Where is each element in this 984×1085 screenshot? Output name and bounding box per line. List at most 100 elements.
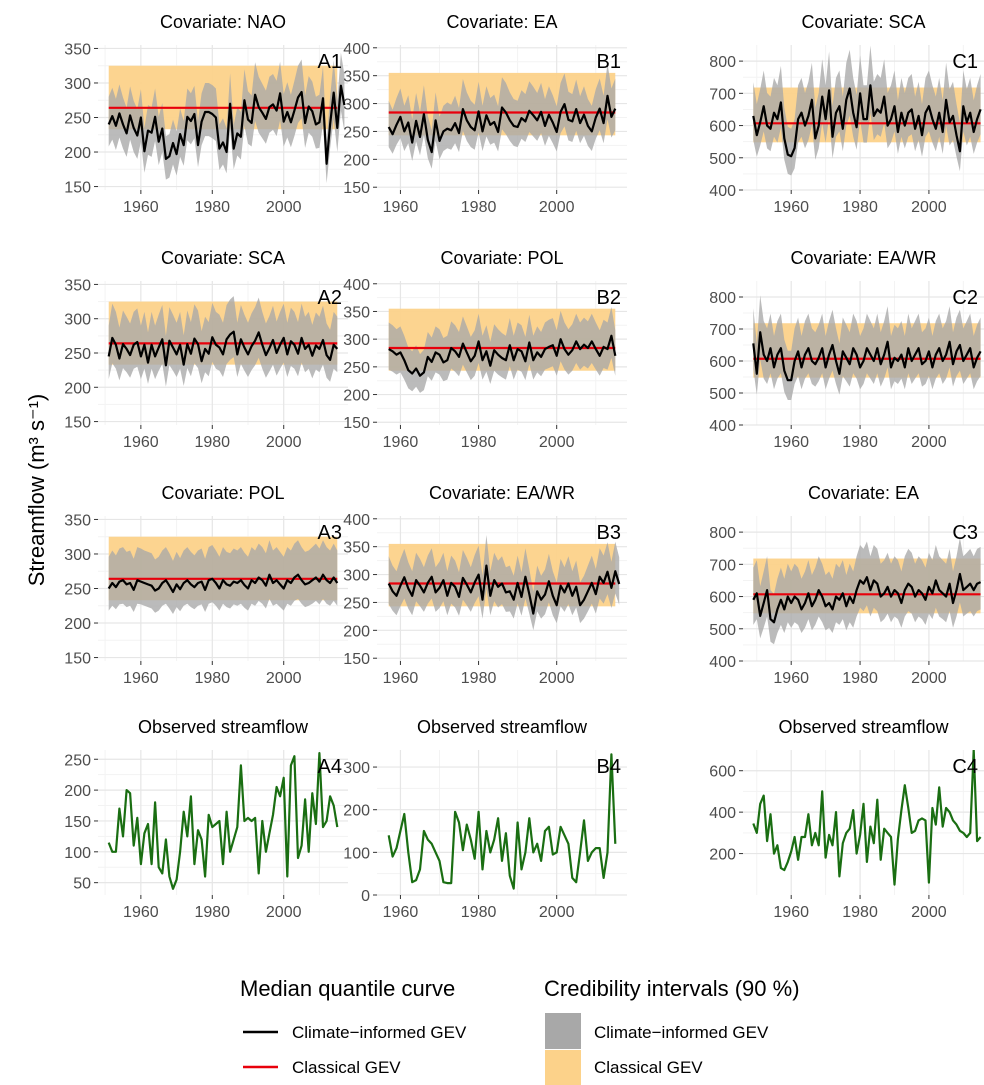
panel-a2: Covariate: SCA 150 200 250 300 350 1960 1980 200… xyxy=(64,248,348,451)
y-tick-label: 0 xyxy=(361,888,370,905)
panel-label: A3 xyxy=(318,522,342,544)
legend-label-classical-median: Classical GEV xyxy=(292,1058,401,1077)
climate-median-line xyxy=(388,334,617,377)
panel-title: Covariate: SCA xyxy=(801,12,925,32)
y-tick-label: 350 xyxy=(64,41,91,58)
y-tick-label: 700 xyxy=(709,322,736,339)
climate-median-line xyxy=(752,572,982,624)
y-tick-label: 300 xyxy=(343,97,370,114)
y-tick-label: 200 xyxy=(709,847,736,864)
y-tick-label: 150 xyxy=(343,651,370,668)
panel-a3: Covariate: POL 150 200 250 300 350 1960 1980 200… xyxy=(64,483,348,687)
panel-label: C4 xyxy=(952,756,978,778)
x-tick-label: 2000 xyxy=(911,904,947,921)
observed-streamflow-line xyxy=(387,753,617,890)
y-tick-label: 400 xyxy=(709,805,736,822)
panel-label: B3 xyxy=(597,522,621,544)
y-tick-label: 600 xyxy=(709,354,736,371)
y-tick-label: 250 xyxy=(343,595,370,612)
x-tick-label: 2000 xyxy=(539,670,575,687)
legend-label-climate-median: Climate−informed GEV xyxy=(292,1023,467,1042)
x-tick-label: 2000 xyxy=(539,199,575,216)
x-tick-label: 1980 xyxy=(194,670,230,687)
x-tick-label: 1960 xyxy=(383,434,419,451)
panel-b2: Covariate: POL 150 200 250 300 350 400 1960 1980… xyxy=(343,248,627,451)
x-tick-label: 1960 xyxy=(383,670,419,687)
x-tick-label: 2000 xyxy=(266,434,302,451)
y-tick-label: 200 xyxy=(343,388,370,405)
y-tick-label: 300 xyxy=(64,76,91,93)
x-tick-label: 1960 xyxy=(123,670,159,687)
x-tick-label: 2000 xyxy=(911,670,947,687)
x-tick-label: 1960 xyxy=(773,434,809,451)
panel-label: A4 xyxy=(318,756,342,778)
y-tick-label: 350 xyxy=(343,69,370,86)
panel-label: C2 xyxy=(952,287,978,309)
y-tick-label: 300 xyxy=(64,312,91,329)
y-tick-label: 250 xyxy=(64,752,91,769)
panel-b3: Covariate: EA/WR 150 200 250 300 350 400 1960 19… xyxy=(343,483,627,687)
y-tick-label: 700 xyxy=(709,557,736,574)
climate-median-line xyxy=(387,564,621,615)
panel-c4: Observed streamflow 200 400 600 1960 1980 2000… xyxy=(709,717,984,921)
legend-label-climate-ci: Climate−informed GEV xyxy=(594,1023,769,1042)
x-tick-label: 1980 xyxy=(461,199,497,216)
x-tick-label: 1980 xyxy=(461,904,497,921)
climate-ci-band xyxy=(108,52,345,184)
y-tick-label: 400 xyxy=(343,277,370,294)
y-tick-label: 300 xyxy=(343,568,370,585)
y-tick-label: 250 xyxy=(343,360,370,377)
y-tick-label: 500 xyxy=(709,622,736,639)
x-tick-label: 1980 xyxy=(194,904,230,921)
y-axis-label: Streamflow (m³ s⁻¹) xyxy=(2,300,62,660)
legend-ci-title: Credibility intervals (90 %) xyxy=(544,976,800,1001)
y-tick-label: 800 xyxy=(709,54,736,71)
observed-streamflow-line xyxy=(107,752,339,890)
panel-b1: Covariate: EA 150 200 250 300 350 400 1960 1980 2… xyxy=(343,12,627,216)
x-tick-label: 1960 xyxy=(123,199,159,216)
y-tick-label: 200 xyxy=(343,623,370,640)
x-tick-label: 2000 xyxy=(911,434,947,451)
y-tick-label: 100 xyxy=(343,845,370,862)
y-tick-label: 250 xyxy=(64,111,91,128)
x-tick-label: 2000 xyxy=(266,670,302,687)
x-tick-label: 1960 xyxy=(773,670,809,687)
y-tick-label: 150 xyxy=(343,180,370,197)
climate-median-line xyxy=(752,84,982,158)
panel-label: C3 xyxy=(952,522,978,544)
panel-title: Covariate: POL xyxy=(161,483,284,503)
climate-ci-band xyxy=(388,63,616,169)
climate-median-line xyxy=(107,573,339,594)
y-tick-label: 400 xyxy=(709,654,736,671)
climate-median-line xyxy=(107,84,346,165)
y-tick-label: 200 xyxy=(64,616,91,633)
y-tick-label: 350 xyxy=(64,512,91,529)
x-tick-label: 1980 xyxy=(461,434,497,451)
y-tick-label: 400 xyxy=(343,512,370,529)
y-tick-label: 600 xyxy=(709,590,736,607)
panel-title: Covariate: SCA xyxy=(161,248,285,268)
x-tick-label: 2000 xyxy=(911,199,947,216)
legend: Median quantile curve Credibility interva… xyxy=(240,976,800,1085)
y-tick-label: 200 xyxy=(343,803,370,820)
x-tick-label: 1980 xyxy=(194,199,230,216)
y-tick-label: 400 xyxy=(343,41,370,58)
legend-label-classical-ci: Classical GEV xyxy=(594,1058,703,1077)
panel-title: Covariate: POL xyxy=(440,248,563,268)
y-tick-label: 350 xyxy=(343,304,370,321)
y-tick-label: 150 xyxy=(64,814,91,831)
y-tick-label: 200 xyxy=(343,152,370,169)
panel-label: A1 xyxy=(318,51,342,73)
legend-key-classical-ci xyxy=(545,1050,581,1085)
x-tick-label: 1980 xyxy=(842,434,878,451)
x-tick-label: 2000 xyxy=(539,904,575,921)
climate-median-line xyxy=(387,94,617,154)
y-tick-label: 200 xyxy=(64,783,91,800)
y-tick-label: 250 xyxy=(343,124,370,141)
y-tick-label: 350 xyxy=(64,277,91,294)
x-tick-label: 1960 xyxy=(773,199,809,216)
x-tick-label: 1980 xyxy=(461,670,497,687)
panel-title: Observed streamflow xyxy=(138,717,309,737)
y-tick-label: 150 xyxy=(64,651,91,668)
